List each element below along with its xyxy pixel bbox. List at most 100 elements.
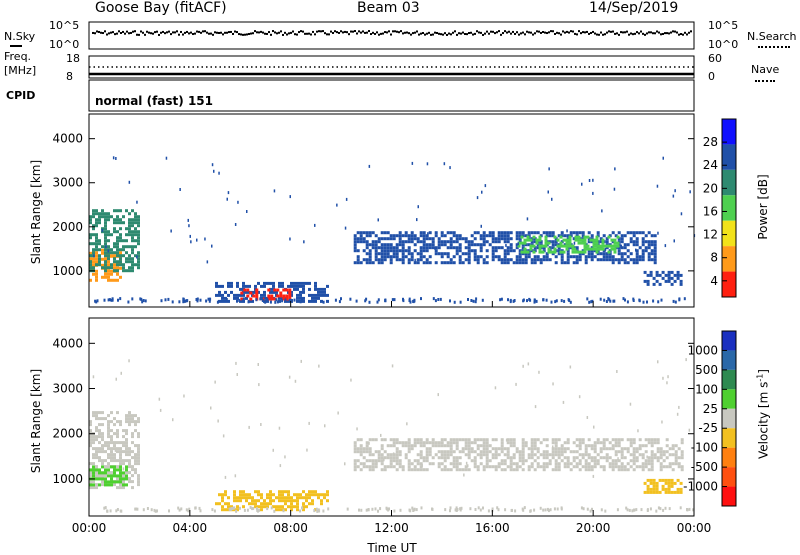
echo-cell <box>623 456 627 460</box>
sparse-cell <box>443 162 446 166</box>
echo-cell <box>440 252 444 256</box>
echo-cell <box>281 499 284 503</box>
echo-cell <box>296 293 299 297</box>
echo-cell <box>137 459 140 463</box>
echo-cell <box>652 478 656 482</box>
echo-cell <box>296 287 299 291</box>
echo-cell <box>260 496 263 500</box>
echo-cell <box>653 441 657 445</box>
echo-cell <box>113 441 116 445</box>
echo-cell <box>479 453 483 457</box>
nsky-point <box>676 31 678 34</box>
scatter-cell <box>276 300 279 304</box>
echo-cell <box>113 227 116 231</box>
echo-cell <box>547 241 551 245</box>
echo-cell <box>482 240 486 244</box>
echo-cell <box>116 239 119 243</box>
echo-cell <box>272 281 275 285</box>
scatter-cell <box>317 508 320 512</box>
echo-cell <box>566 459 570 463</box>
echo-cell <box>662 450 666 454</box>
echo-cell <box>473 258 477 262</box>
echo-cell <box>650 450 654 454</box>
echo-cell <box>554 237 558 241</box>
echo-cell <box>404 456 408 460</box>
echo-cell <box>101 480 104 484</box>
echo-cell <box>533 459 537 463</box>
echo-cell <box>620 462 624 466</box>
nsky-point <box>274 31 276 34</box>
echo-cell <box>620 465 624 469</box>
echo-cell <box>368 453 372 457</box>
nsky-point <box>370 33 372 36</box>
echo-cell <box>89 471 92 475</box>
echo-cell <box>374 249 378 253</box>
echo-cell <box>581 438 585 442</box>
nsky-point <box>278 31 280 34</box>
echo-cell <box>101 257 104 261</box>
echo-cell <box>590 240 594 244</box>
echo-cell <box>646 484 650 488</box>
echo-cell <box>113 221 116 225</box>
echo-cell <box>395 459 399 463</box>
echo-cell <box>404 255 408 259</box>
echo-cell <box>224 296 227 300</box>
echo-cell <box>119 480 122 484</box>
echo-cell <box>92 480 95 484</box>
sparse-cell <box>657 231 659 235</box>
scatter-cell <box>500 297 503 301</box>
echo-cell <box>116 465 119 469</box>
echo-cell <box>542 258 546 262</box>
echo-cell <box>655 487 659 491</box>
echo-cell <box>647 462 651 466</box>
nsky-point <box>616 32 618 35</box>
echo-cell <box>386 231 390 235</box>
echo-cell <box>583 244 587 248</box>
echo-cell <box>554 255 558 259</box>
echo-cell <box>538 250 542 254</box>
echo-cell <box>221 293 224 297</box>
echo-cell <box>494 456 498 460</box>
echo-cell <box>643 481 647 485</box>
echo-cell <box>293 505 296 509</box>
echo-cell <box>113 260 116 264</box>
echo-cell <box>434 234 438 238</box>
scatter-cell <box>116 508 119 511</box>
echo-cell <box>452 438 456 442</box>
echo-cell <box>658 478 662 482</box>
echo-cell <box>680 456 684 460</box>
scatter-cell <box>196 297 199 301</box>
echo-cell <box>251 496 254 500</box>
nsky-point <box>576 33 578 36</box>
echo-cell <box>443 468 447 472</box>
cpid-value: normal (fast) 151 <box>95 94 213 108</box>
scatter-cell <box>255 507 258 511</box>
nsky-point <box>500 33 502 36</box>
echo-cell <box>107 218 110 222</box>
echo-cell <box>425 249 429 253</box>
colorbar-segment <box>722 389 736 409</box>
echo-cell <box>544 241 548 245</box>
echo-cell <box>614 450 618 454</box>
echo-cell <box>572 261 576 265</box>
scatter-cell <box>481 298 484 302</box>
echo-cell <box>455 456 459 460</box>
echo-cell <box>104 257 107 261</box>
echo-cell <box>425 438 429 442</box>
echo-cell <box>608 465 612 469</box>
echo-cell <box>497 237 501 241</box>
echo-cell <box>614 444 618 448</box>
echo-cell <box>566 252 570 256</box>
echo-cell <box>374 459 378 463</box>
scatter-cell <box>678 297 681 301</box>
scatter-cell <box>322 509 325 513</box>
echo-cell <box>485 240 489 244</box>
echo-cell <box>569 255 573 259</box>
nsky-point <box>170 33 172 36</box>
echo-cell <box>614 465 618 469</box>
echo-cell <box>482 243 486 247</box>
echo-cell <box>95 275 98 279</box>
echo-cell <box>278 284 281 288</box>
echo-cell <box>620 438 624 442</box>
nsky-point <box>98 30 100 33</box>
